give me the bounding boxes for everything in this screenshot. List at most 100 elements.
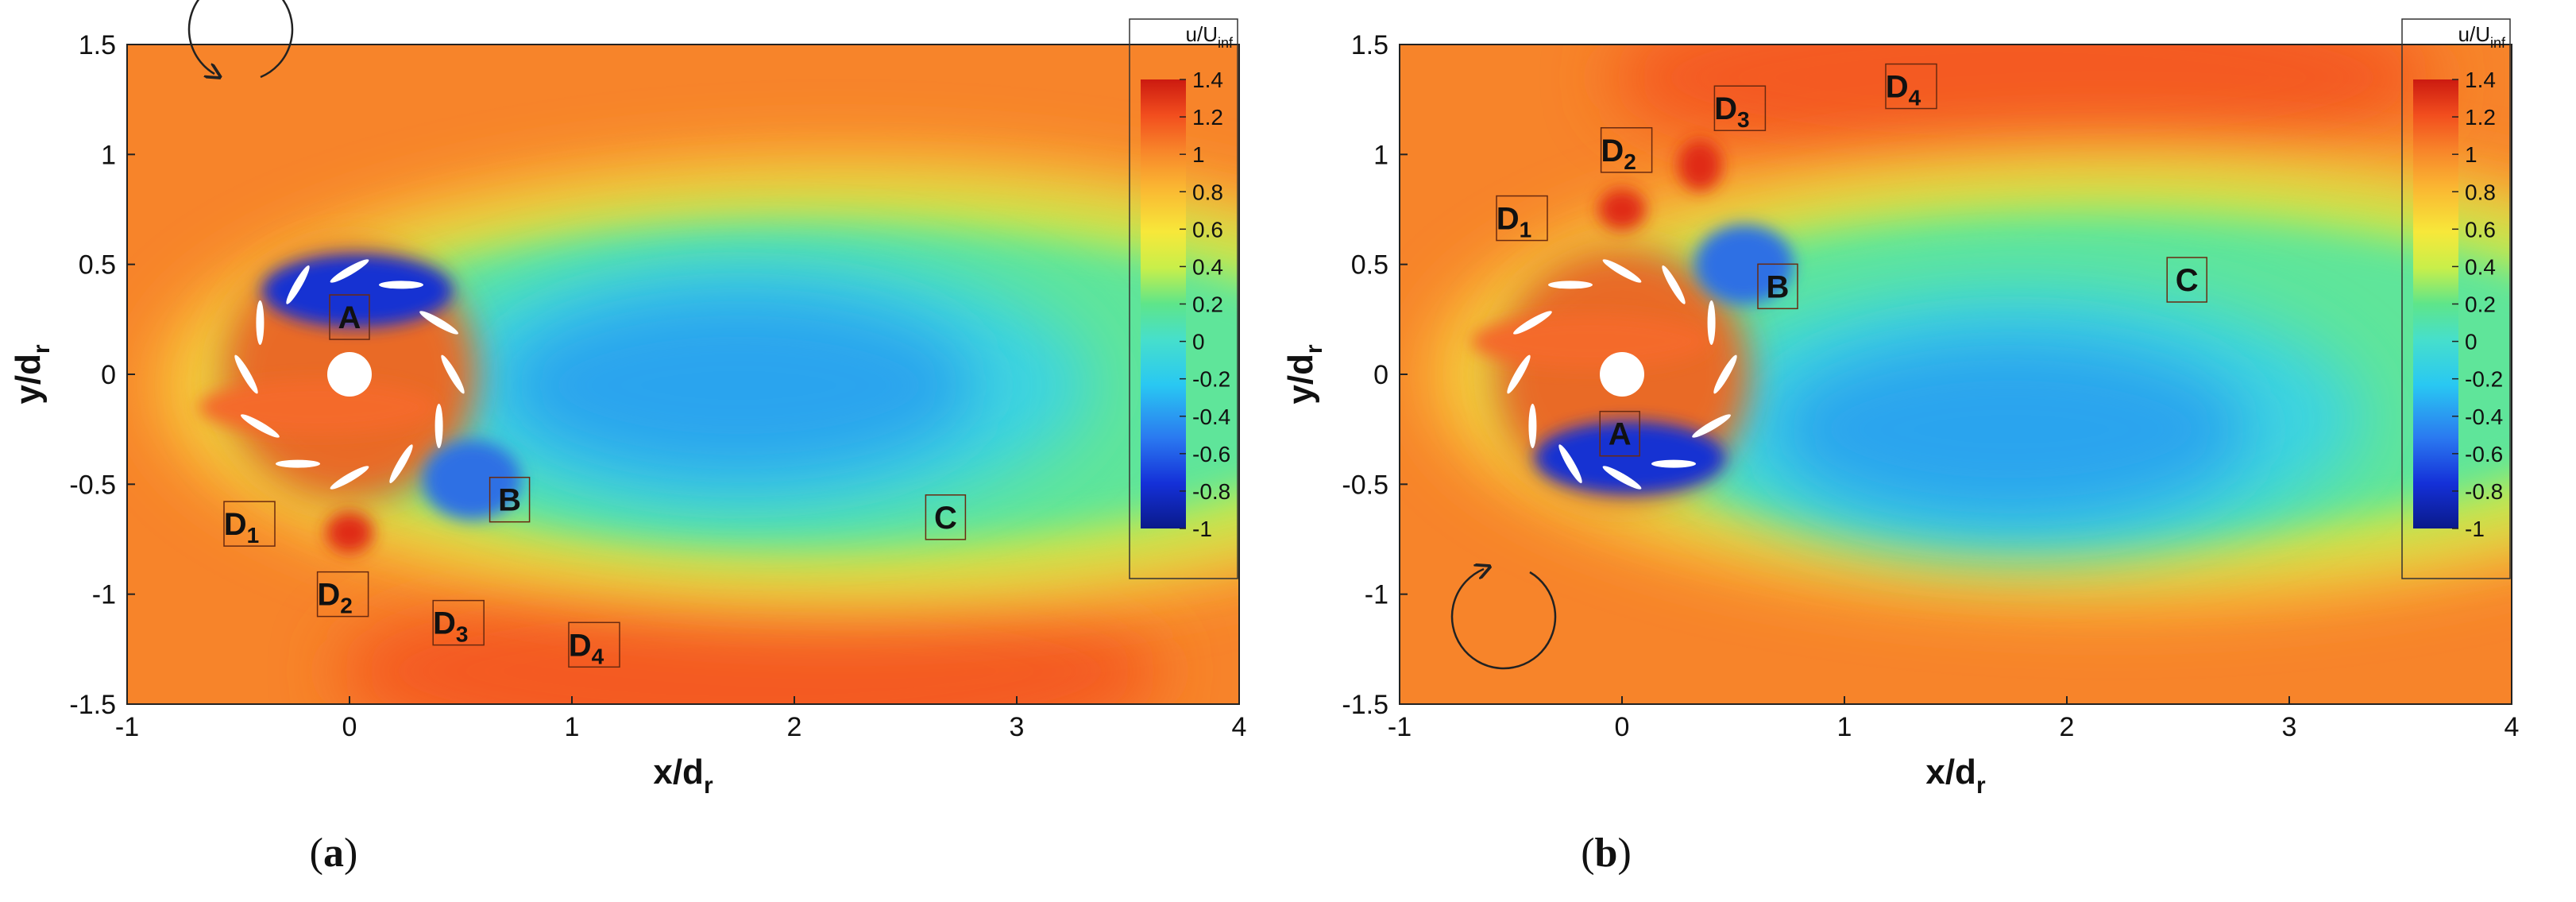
velocity-field <box>127 45 1239 704</box>
y-tick-label: -1.5 <box>1342 690 1388 720</box>
y-tick-label: -1 <box>92 580 116 610</box>
rotor-blade <box>241 414 280 438</box>
x-tick-label: -1 <box>1388 712 1412 742</box>
colorbar-tick-label: 1.2 <box>1192 105 1223 130</box>
annotation-box <box>489 476 531 523</box>
colorbar-tick-label: 0.8 <box>2465 180 2496 204</box>
x-tick-label: 0 <box>1615 712 1630 742</box>
counterclockwise-rotation-icon <box>187 0 294 77</box>
panel-label: (b) <box>1581 830 1632 876</box>
annotation-label: B <box>498 483 521 518</box>
colorbar-tick-label: -0.4 <box>2465 405 2503 429</box>
panel-a: -1 0 1 2 3 41.510.50-0.5-1-1.5x/dry/drABCD1D2… <box>9 0 1246 876</box>
colorbar-frame <box>1129 18 1238 579</box>
rotor-blade <box>1558 444 1582 483</box>
y-tick-label: 1 <box>1373 140 1388 170</box>
panel-label: (a) <box>310 830 358 876</box>
rotor-blade <box>1707 300 1716 345</box>
rotor-blade <box>1662 265 1686 304</box>
rotor-blade <box>276 459 320 468</box>
y-tick-label: -0.5 <box>69 470 116 500</box>
y-axis-label: y/dr <box>9 344 55 405</box>
colorbar <box>2413 79 2458 528</box>
colorbar-tick-label: -1 <box>2465 517 2485 541</box>
x-tick-label: 2 <box>787 712 802 742</box>
x-axis-label: x/dr <box>1925 753 1986 799</box>
rotor-blade <box>330 259 369 283</box>
colorbar-tick-label: 0.8 <box>1192 180 1223 204</box>
rotor-blade <box>1507 354 1531 394</box>
rotor-blade <box>1602 466 1642 490</box>
annotation-label: D2 <box>1601 134 1636 174</box>
rotor-blade <box>1692 414 1731 438</box>
colorbar-tick-label: -0.6 <box>1192 442 1230 466</box>
y-tick-label: 1.5 <box>1351 30 1388 60</box>
annotation-box <box>1600 127 1653 173</box>
velocity-field <box>1400 45 2512 704</box>
x-tick-label: 0 <box>342 712 357 742</box>
colorbar-tick-label: -0.2 <box>1192 367 1230 392</box>
colorbar-tick-label: 0.4 <box>2465 254 2496 279</box>
colorbar-tick-label: 1 <box>2465 142 2478 167</box>
y-tick-label: 0.5 <box>1351 250 1388 281</box>
rotor-blade <box>256 300 265 345</box>
annotation-box <box>925 494 967 540</box>
colorbar-tick-label: 0.2 <box>2465 292 2496 317</box>
annotation-box <box>568 621 620 668</box>
rotor-blade <box>1602 259 1642 283</box>
colorbar-tick-label: 0.6 <box>1192 217 1223 242</box>
clockwise-rotation-icon <box>1450 569 1557 670</box>
x-tick-label: 3 <box>2282 712 2297 742</box>
annotation-label: A <box>338 300 361 335</box>
annotation-label: D1 <box>1497 202 1531 242</box>
y-tick-label: -0.5 <box>1342 470 1388 500</box>
annotation-label: A <box>1609 417 1632 452</box>
rotor-hub <box>327 352 372 397</box>
annotation-label: D3 <box>1714 91 1749 132</box>
annotation-box <box>2166 257 2207 303</box>
rotor-blade <box>1713 354 1737 394</box>
y-tick-label: 0 <box>101 360 116 390</box>
x-tick-label: 4 <box>2505 712 2520 742</box>
x-tick-label: 1 <box>565 712 580 742</box>
colorbar-tick-label: 1 <box>1192 142 1205 167</box>
colorbar-tick-label: 1.4 <box>1192 68 1223 92</box>
rotor-blade <box>1651 459 1696 468</box>
colorbar-frame <box>2401 18 2511 579</box>
rotor-blade <box>234 354 258 394</box>
annotation-box <box>432 599 485 646</box>
annotation-label: B <box>1767 269 1790 304</box>
colorbar-tick-label: -0.6 <box>2465 442 2503 466</box>
annotation-box <box>1885 63 1937 110</box>
y-tick-label: 0.5 <box>79 250 116 281</box>
colorbar-tick-label: 0.2 <box>1192 292 1223 317</box>
colorbar-tick-label: -0.8 <box>2465 479 2503 504</box>
rotor-hub <box>1600 352 1644 397</box>
x-tick-label: 3 <box>1010 712 1025 742</box>
x-tick-label: 2 <box>2060 712 2075 742</box>
colorbar-tick-label: 0 <box>2465 330 2478 354</box>
rotor-blade <box>1548 281 1593 289</box>
rotor-blade <box>434 404 443 448</box>
colorbar-tick-label: 0.6 <box>2465 217 2496 242</box>
colorbar-tick-label: 1.2 <box>2465 105 2496 130</box>
y-tick-label: 0 <box>1373 360 1388 390</box>
y-tick-label: -1.5 <box>69 690 116 720</box>
y-tick-label: 1 <box>101 140 116 170</box>
colorbar-tick-label: 0.4 <box>1192 254 1223 279</box>
x-tick-label: -1 <box>115 712 139 742</box>
colorbar-tick-label: 0 <box>1192 330 1205 354</box>
annotation-label: C <box>2176 263 2199 298</box>
colorbar-tick-label: -1 <box>1192 517 1212 541</box>
colorbar-tick-label: -0.2 <box>2465 367 2503 392</box>
annotation-box <box>1599 410 1640 457</box>
annotation-box <box>329 294 370 340</box>
rotor-blade <box>379 281 423 289</box>
y-axis-label: y/dr <box>1281 344 1327 405</box>
y-tick-label: -1 <box>1365 580 1388 610</box>
annotation-box <box>1496 195 1548 242</box>
rotor-blade <box>286 265 310 304</box>
annotation-box <box>1713 85 1767 131</box>
